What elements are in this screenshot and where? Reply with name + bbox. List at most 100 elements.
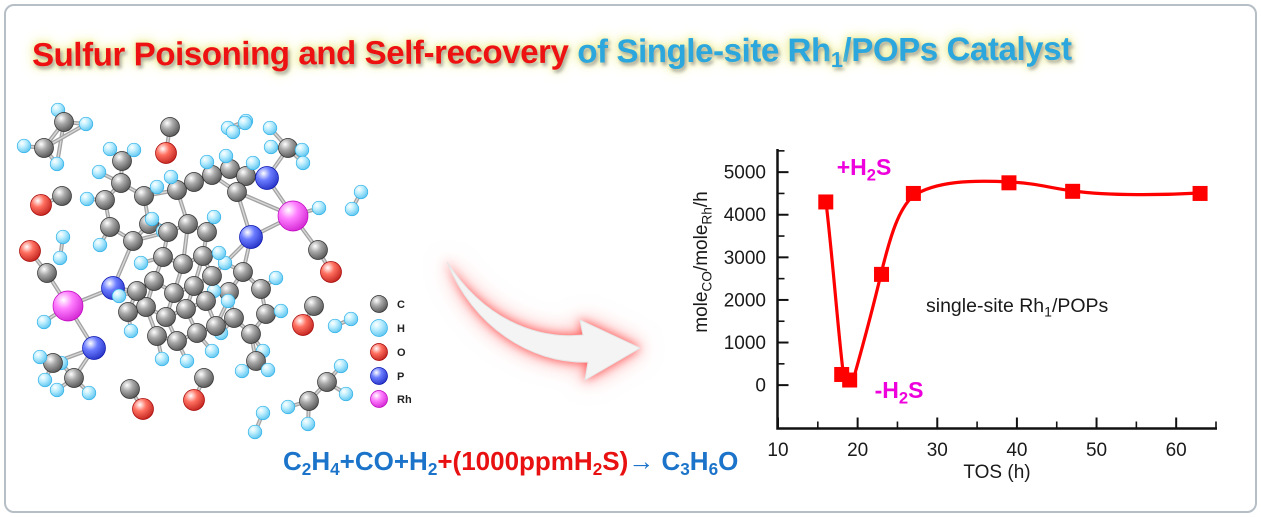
atom-c (120, 379, 140, 399)
text-segment: C (283, 446, 302, 476)
page-title: Sulfur Poisoning and Self-recovery of Si… (32, 30, 1072, 74)
atom-c (206, 316, 226, 336)
atom-h (206, 209, 222, 225)
atom-p (239, 225, 263, 249)
text-segment: → (628, 446, 655, 476)
atom-c (241, 324, 261, 344)
series-curve (824, 179, 1202, 386)
atom-rh (52, 290, 84, 322)
text-segment: Sulfur Poisoning and Self-recovery (31, 32, 578, 73)
legend-label: H (397, 323, 405, 335)
atom-c (134, 186, 154, 206)
atom-c (144, 271, 164, 291)
atom-c (194, 368, 214, 388)
y-tick-label: 0 (755, 376, 766, 397)
atom-c (100, 217, 120, 237)
atom-c (112, 151, 132, 171)
atom-h (333, 358, 349, 374)
atom-c (246, 351, 266, 371)
atom-c (278, 138, 298, 158)
atom-c (136, 297, 156, 317)
atom-h (327, 318, 343, 334)
axes (776, 149, 1217, 430)
atom-h (36, 314, 52, 330)
atom-c (167, 331, 187, 351)
atom-h (255, 405, 271, 421)
atom-h (32, 349, 48, 365)
text-segment: 3 (680, 458, 690, 479)
text-segment: 6 (708, 458, 719, 479)
data-point-marker (1001, 175, 1017, 191)
atom-h (102, 141, 118, 157)
atom-c (227, 182, 247, 202)
reaction-equation: C2H4+CO+H2+(1000ppmH2S)→ C3H6O (283, 446, 739, 479)
atom-h (123, 323, 139, 339)
data-point-marker (1065, 183, 1081, 199)
atom-h (144, 211, 160, 227)
x-tick-label: 50 (1086, 440, 1107, 461)
chart-text: moleCO/moleRh/h (691, 191, 715, 333)
atom-c (233, 262, 253, 282)
atom-h (16, 138, 32, 154)
atom-c (158, 222, 178, 242)
atom-h (247, 424, 263, 440)
atom-o (292, 314, 314, 336)
atom-c (197, 222, 217, 242)
atom-o (30, 194, 52, 216)
atom-c (178, 214, 198, 234)
atom-c (176, 299, 196, 319)
atom-h (245, 155, 261, 171)
atom-c (164, 283, 184, 303)
atom-c (317, 372, 337, 392)
x-axis: 10 20 30 40 50 60 (767, 417, 1217, 461)
atom-c (37, 263, 57, 283)
atom-h (199, 154, 215, 170)
data-point-marker (842, 372, 858, 388)
legend-label: O (397, 347, 406, 359)
atom-h (37, 372, 53, 388)
atom-c (251, 279, 271, 299)
atom-c (256, 304, 276, 324)
text-segment: O (718, 446, 739, 476)
atom-c (173, 254, 193, 274)
y-tick-label: 4000 (724, 205, 766, 226)
y-tick-label: 2000 (724, 290, 766, 311)
y-tick-label: 5000 (724, 163, 766, 184)
chart-annotations: +H2S -H2S single-site Rh1/POPs (837, 154, 1109, 408)
atom-h (149, 179, 165, 195)
atom-h (92, 237, 108, 253)
data-point-marker (818, 194, 834, 210)
legend-sphere-c (370, 295, 388, 313)
data-point-marker (905, 185, 921, 201)
legend-sphere-h (370, 319, 388, 337)
atom-h (81, 385, 97, 401)
atom-h (260, 362, 276, 378)
atom-p (82, 336, 106, 360)
atom-c (123, 231, 143, 251)
reaction-arrow-icon (446, 261, 642, 381)
atom-rh (277, 200, 309, 232)
atom-h (338, 386, 354, 402)
x-axis-label: TOS (h) (963, 462, 1030, 483)
atom-c (54, 112, 74, 132)
atom-c (118, 302, 138, 322)
x-tick-label: 20 (847, 440, 868, 461)
atom-c (147, 326, 167, 346)
atom-h (220, 293, 236, 309)
legend-label: C (397, 299, 405, 311)
atom-h (353, 184, 369, 200)
legend-label: Rh (397, 394, 412, 406)
atom-c (196, 291, 216, 311)
chart-text: +H2S (837, 154, 892, 185)
atom-c (193, 246, 213, 266)
y-axis: 0 1000 2000 3000 4000 5000 (724, 150, 789, 397)
atom-o (19, 240, 41, 262)
atom-h (204, 343, 220, 359)
atom-c (64, 368, 84, 388)
atom-c (187, 323, 207, 343)
atom-c (202, 266, 222, 286)
atom-h (218, 148, 234, 164)
atom-c (111, 173, 131, 193)
